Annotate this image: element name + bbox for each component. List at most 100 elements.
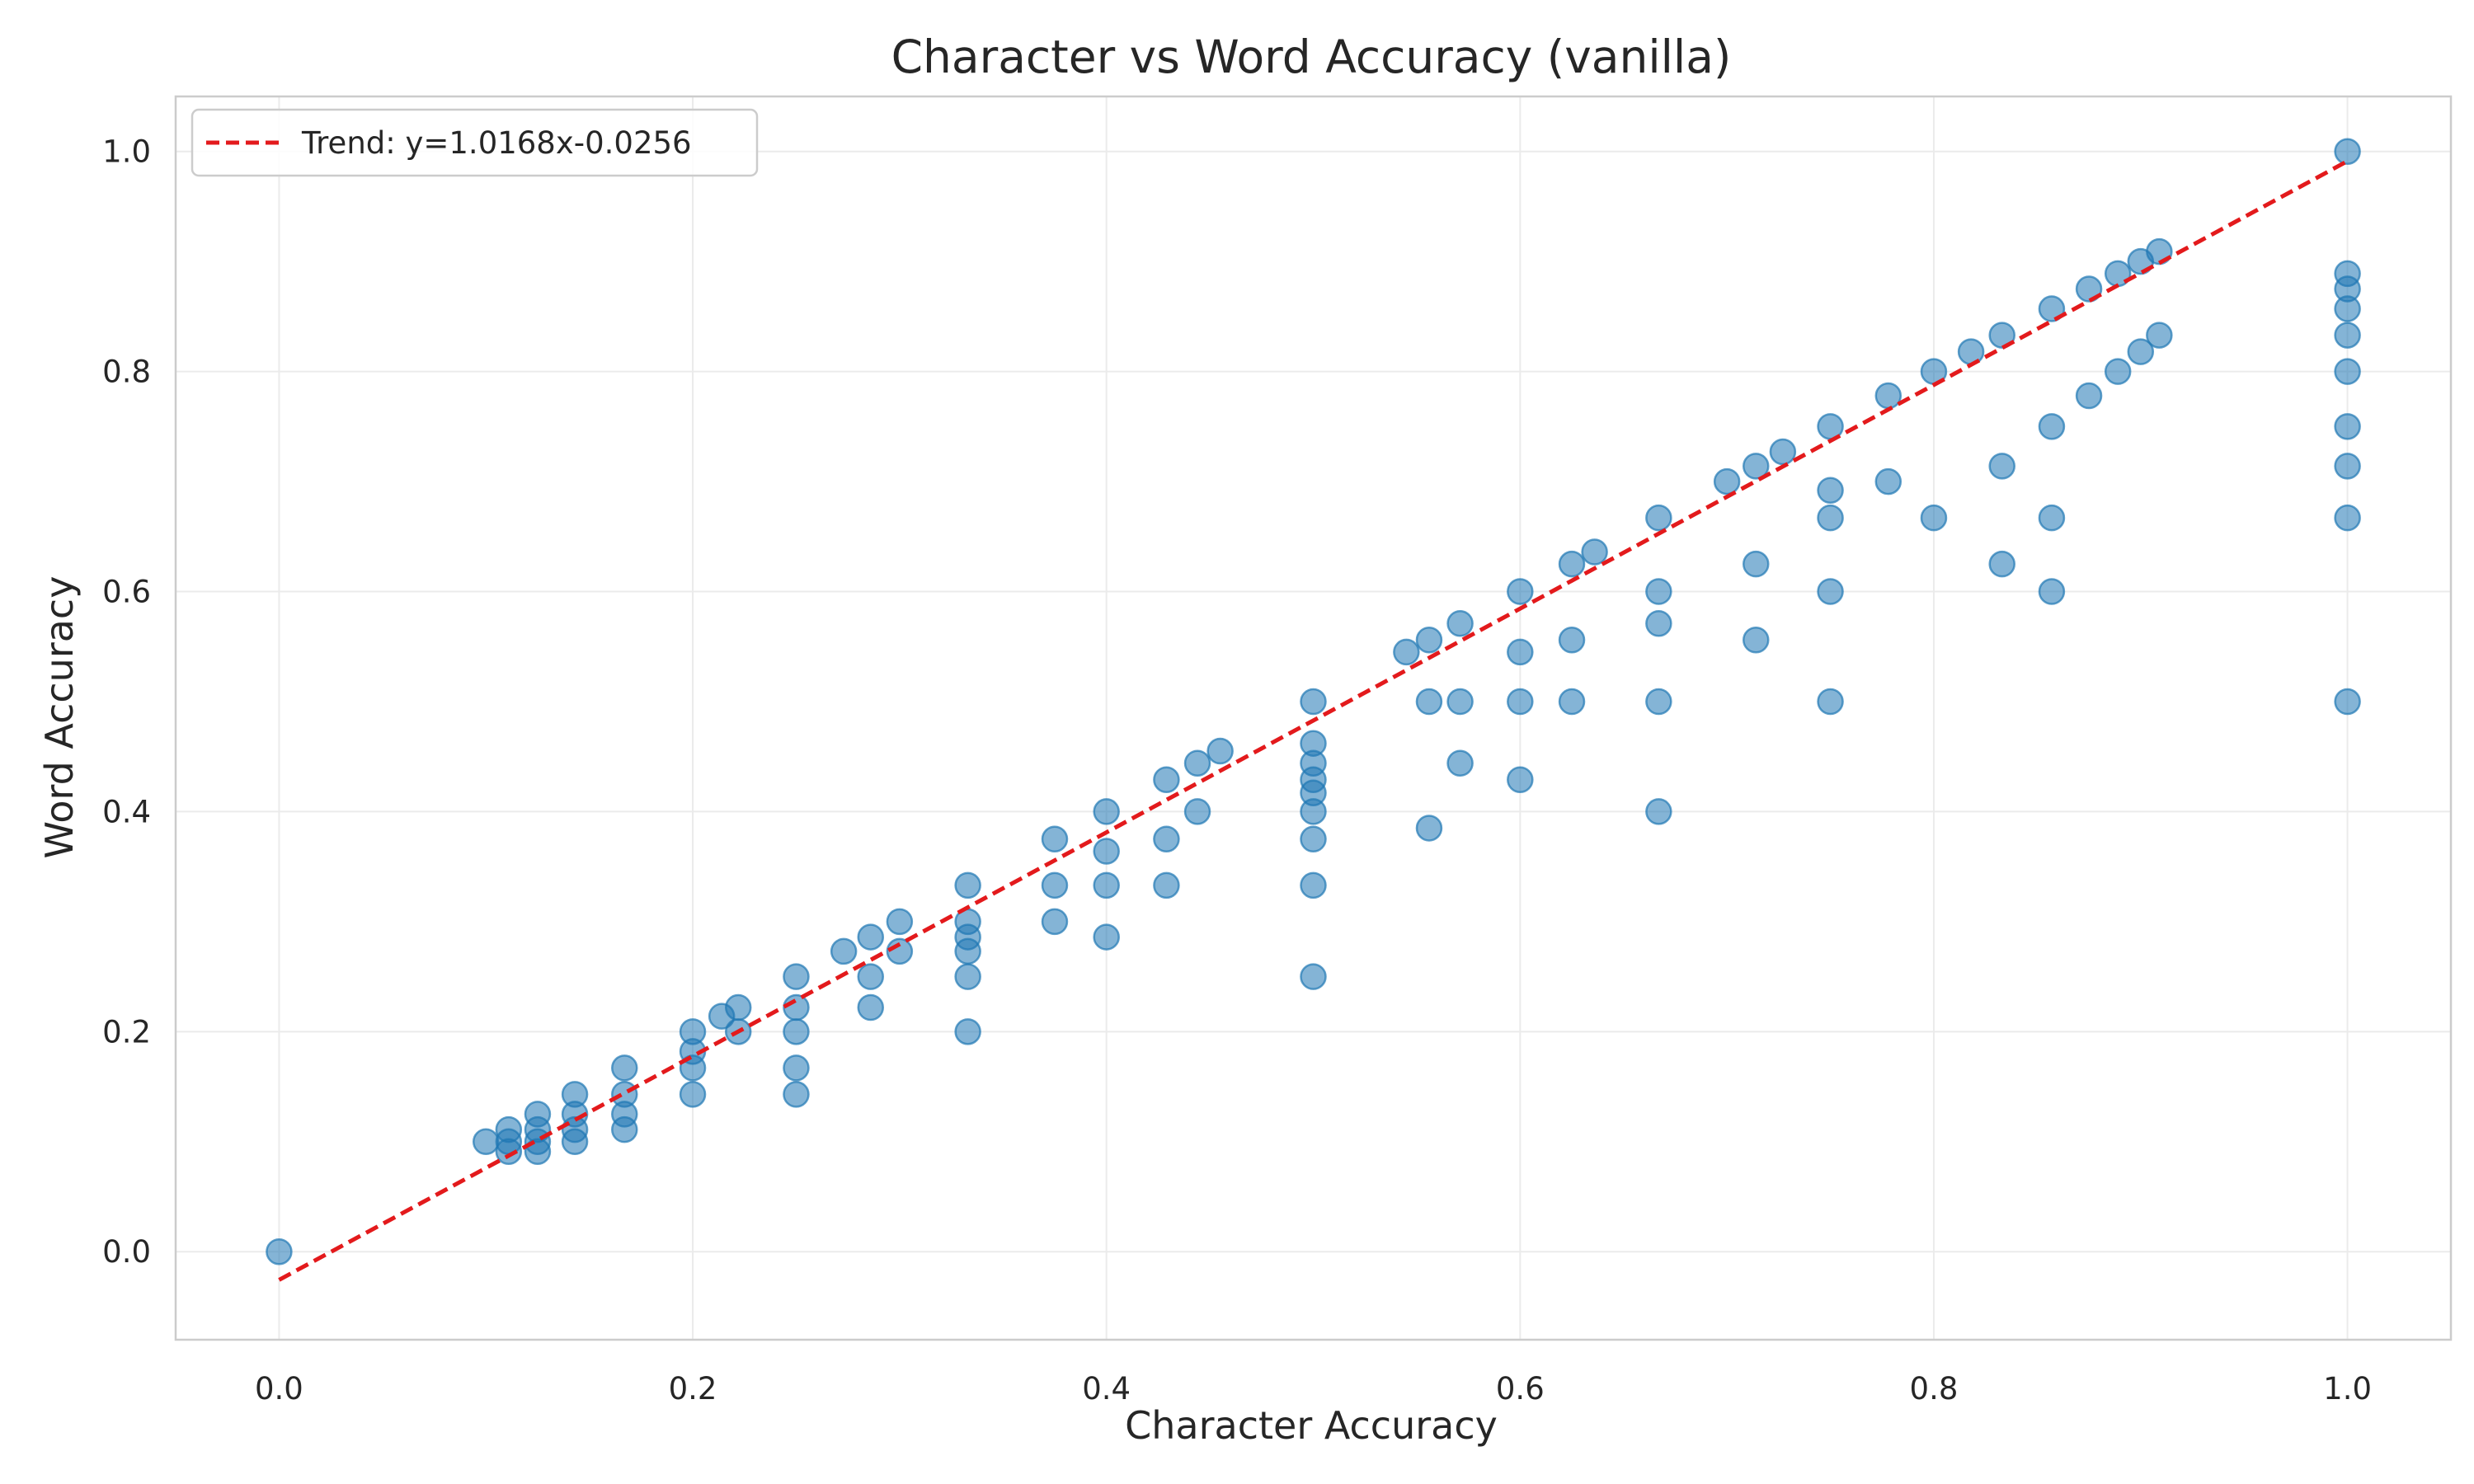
plot-area-frame xyxy=(174,95,2453,1341)
data-point xyxy=(1874,382,1903,410)
data-point xyxy=(886,937,914,965)
data-point xyxy=(954,937,981,965)
data-point xyxy=(1415,688,1443,716)
data-point xyxy=(1558,550,1586,578)
data-point xyxy=(954,963,981,990)
data-point xyxy=(1206,737,1234,765)
data-point xyxy=(1817,578,1844,605)
data-point xyxy=(1093,798,1120,825)
legend-box xyxy=(190,108,759,177)
data-point xyxy=(2334,504,2361,532)
data-point xyxy=(1874,467,1903,495)
data-point xyxy=(2038,504,2066,532)
data-point xyxy=(1446,688,1474,716)
data-point xyxy=(2334,358,2361,385)
data-point xyxy=(1300,688,1327,716)
data-point xyxy=(1300,825,1327,853)
data-point xyxy=(783,993,810,1021)
data-point xyxy=(561,1128,589,1156)
data-point xyxy=(2334,138,2361,165)
data-point xyxy=(1093,871,1120,899)
data-point xyxy=(2075,382,2103,410)
data-point xyxy=(783,1018,810,1045)
data-point xyxy=(1300,963,1327,990)
data-point xyxy=(783,963,810,990)
data-point xyxy=(783,1054,810,1082)
data-point xyxy=(1817,477,1844,505)
y-tick-label: 0.2 xyxy=(102,1014,151,1050)
x-tick-label: 0.0 xyxy=(255,1371,303,1407)
data-point xyxy=(1743,550,1770,578)
data-point xyxy=(1041,908,1069,936)
x-tick-label: 0.4 xyxy=(1082,1371,1131,1407)
data-point xyxy=(1645,798,1672,825)
data-point xyxy=(2334,453,2361,480)
data-point xyxy=(1153,871,1180,899)
legend-trend-label: Trend: y=1.0168x-0.0256 xyxy=(301,125,692,161)
data-point xyxy=(1769,438,1797,466)
data-point xyxy=(2038,295,2066,322)
data-point xyxy=(266,1237,293,1266)
data-point xyxy=(1093,923,1120,951)
y-axis-label: Word Accuracy xyxy=(37,576,82,859)
x-tick-label: 0.6 xyxy=(1496,1371,1545,1407)
data-point xyxy=(1041,825,1069,853)
data-point xyxy=(1817,688,1844,716)
data-point xyxy=(1183,749,1211,777)
data-point xyxy=(1581,538,1608,566)
legend: Trend: y=1.0168x-0.0256 xyxy=(190,108,759,177)
data-point xyxy=(2038,578,2066,605)
data-point xyxy=(2334,688,2361,716)
data-point xyxy=(1041,871,1069,899)
data-point xyxy=(1957,338,1985,365)
data-point xyxy=(1507,578,1534,605)
trend-line xyxy=(278,159,2349,1282)
data-point xyxy=(679,1081,707,1108)
y-tick-label: 0.6 xyxy=(102,575,151,610)
data-point xyxy=(830,937,858,965)
data-point xyxy=(857,963,884,990)
data-point xyxy=(1988,453,2015,480)
data-point xyxy=(1817,504,1844,532)
data-point xyxy=(1713,467,1741,495)
data-point xyxy=(857,993,884,1021)
data-points xyxy=(266,138,2361,1266)
x-axis-label: Character Accuracy xyxy=(1125,1403,1498,1448)
data-point xyxy=(472,1128,500,1156)
data-point xyxy=(783,1081,810,1108)
data-point xyxy=(2334,322,2361,349)
data-point xyxy=(1645,688,1672,716)
data-point xyxy=(954,1018,981,1045)
data-point xyxy=(1558,626,1586,654)
data-point xyxy=(2075,275,2103,303)
data-point xyxy=(611,1115,638,1144)
data-point xyxy=(886,908,914,936)
data-point xyxy=(1558,688,1586,716)
data-point xyxy=(1183,798,1211,825)
y-tick-label: 0.8 xyxy=(102,355,151,390)
data-point xyxy=(1446,609,1474,637)
data-point xyxy=(611,1054,638,1082)
data-point xyxy=(2146,322,2173,349)
data-point xyxy=(1300,798,1327,825)
data-point xyxy=(1446,749,1474,777)
data-point xyxy=(1645,504,1672,532)
data-point xyxy=(1415,626,1443,654)
y-tick-label: 0.4 xyxy=(102,794,151,829)
x-tick-label: 0.8 xyxy=(1910,1371,1959,1407)
chart-title: Character vs Word Accuracy (vanilla) xyxy=(891,31,1732,83)
data-point xyxy=(1988,322,2015,349)
data-point xyxy=(495,1138,523,1166)
data-point xyxy=(1920,504,1948,532)
data-point xyxy=(724,993,752,1021)
y-tick-label: 0.0 xyxy=(102,1234,151,1270)
data-point xyxy=(954,871,981,899)
data-point xyxy=(1988,550,2015,578)
data-point xyxy=(1415,815,1443,842)
data-point xyxy=(2038,413,2066,440)
data-point xyxy=(2334,295,2361,322)
trend-line-group xyxy=(278,159,2349,1282)
x-tick-label: 0.2 xyxy=(669,1371,717,1407)
data-point xyxy=(1507,638,1534,666)
